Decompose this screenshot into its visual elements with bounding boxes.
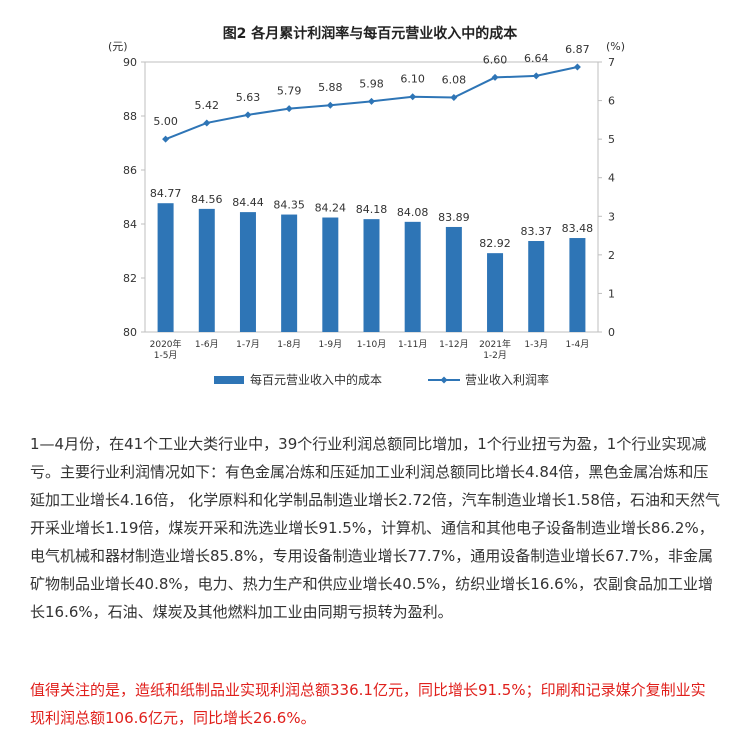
bar <box>487 253 504 332</box>
right-axis: 0 1 2 3 4 5 6 7 <box>598 56 615 339</box>
category-label: 1-4月 <box>566 339 590 350</box>
category-label: 2020年 1-5月 <box>150 338 182 361</box>
bar <box>281 214 298 332</box>
right-axis-unit: (%) <box>606 40 625 53</box>
bar-data-label: 84.56 <box>191 193 223 206</box>
combo-chart: 图2 各月累计利润率与每百元营业收入中的成本 (元) (%) 808284868… <box>108 25 625 387</box>
bar-data-label: 83.37 <box>520 225 552 238</box>
line-data-label: 5.00 <box>153 115 178 128</box>
bar-data-label: 83.48 <box>562 222 594 235</box>
right-tick-label: 0 <box>608 326 615 339</box>
line-data-label: 5.79 <box>277 85 302 98</box>
line-point <box>368 97 375 105</box>
line-point <box>285 105 293 113</box>
bar <box>239 212 256 332</box>
bar-data-label: 84.18 <box>356 203 388 216</box>
legend-label-line: 营业收入利润率 <box>465 372 549 387</box>
category-label: 1-10月 <box>357 339 386 350</box>
left-axis-unit: (元) <box>108 40 128 53</box>
right-tick-label: 1 <box>608 287 615 300</box>
left-tick-label: 90 <box>123 56 137 69</box>
chart-title: 图2 各月累计利润率与每百元营业收入中的成本 <box>223 25 519 42</box>
right-tick-label: 3 <box>608 210 615 223</box>
line-series <box>162 63 581 143</box>
right-tick-label: 5 <box>608 133 615 146</box>
category-label: 1-9月 <box>318 339 342 350</box>
category-label: 1-6月 <box>195 339 219 350</box>
category-label: 1-12月 <box>439 339 468 350</box>
line-data-label: 6.64 <box>524 52 549 65</box>
line-point <box>450 93 458 101</box>
bar-data-label: 82.92 <box>479 237 511 250</box>
bar-data-label: 84.77 <box>150 187 182 200</box>
bar <box>157 203 174 332</box>
left-tick-label: 82 <box>123 272 137 285</box>
category-label: 1-11月 <box>398 339 427 350</box>
legend-swatch-bar <box>214 376 244 384</box>
bar-data-label: 83.89 <box>438 211 470 224</box>
right-tick-label: 2 <box>608 249 615 262</box>
bar <box>363 219 380 332</box>
line-point <box>326 101 334 109</box>
category-label: 1-7月 <box>236 339 260 350</box>
line-data-label: 5.88 <box>318 81 343 94</box>
bar <box>198 208 215 332</box>
legend-marker-line <box>440 376 448 384</box>
left-tick-label: 84 <box>123 218 137 231</box>
bar-series <box>157 203 586 332</box>
line-point <box>203 119 211 127</box>
line-data-label: 5.63 <box>236 91 261 104</box>
category-label: 2021年 1-2月 <box>479 338 511 361</box>
line-data-label: 6.60 <box>483 53 508 66</box>
category-axis: 2020年 1-5月 1-6月 1-7月 1-8月 1-9月 1-10月 1-11月 1-12月… <box>150 338 590 361</box>
bar <box>322 217 339 332</box>
line-data-label: 5.98 <box>359 77 384 90</box>
line-data-label: 6.08 <box>442 73 467 86</box>
category-label: 1-3月 <box>524 339 548 350</box>
left-tick-label: 80 <box>123 326 137 339</box>
bar <box>445 226 462 332</box>
line-data-label: 6.10 <box>400 73 425 86</box>
paragraph-industry-profits: 1—4月份，在41个工业大类行业中，39个行业利润总额同比增加，1个行业扭亏为盈… <box>30 435 720 621</box>
bar-data-labels: 84.77 84.56 84.44 84.35 84.24 84.18 84.08 83.89… <box>150 187 593 250</box>
bar-data-label: 84.44 <box>232 196 264 209</box>
paragraph-notable-highlight: 值得关注的是，造纸和纸制品业实现利润总额336.1亿元，同比增长91.5%；印刷… <box>30 681 706 727</box>
line-point <box>491 73 499 81</box>
line-point <box>244 111 252 119</box>
line-data-labels: 5.00 5.42 5.63 5.79 5.88 5.98 6.10 6.08 6.60 6.64… <box>153 43 589 128</box>
line-point <box>162 135 170 143</box>
legend-label-bar: 每百元营业收入中的成本 <box>250 372 382 387</box>
bar-data-label: 84.35 <box>273 199 305 212</box>
line-data-label: 6.87 <box>565 43 590 56</box>
right-tick-label: 7 <box>608 56 615 69</box>
bar <box>404 221 421 332</box>
bar <box>528 241 545 332</box>
left-tick-label: 88 <box>123 110 137 123</box>
bar <box>569 238 586 332</box>
line-data-label: 5.42 <box>195 99 220 112</box>
legend: 每百元营业收入中的成本 营业收入利润率 <box>214 372 549 387</box>
left-tick-label: 86 <box>123 164 137 177</box>
line-point <box>573 63 581 71</box>
right-tick-label: 4 <box>608 172 615 185</box>
category-label: 1-8月 <box>277 339 301 350</box>
bar-data-label: 84.08 <box>397 206 429 219</box>
bar-data-label: 84.24 <box>315 202 347 215</box>
right-tick-label: 6 <box>608 95 615 108</box>
line-point <box>409 93 417 101</box>
line-point <box>532 72 540 80</box>
left-axis: 80 82 84 86 88 90 <box>123 56 145 339</box>
